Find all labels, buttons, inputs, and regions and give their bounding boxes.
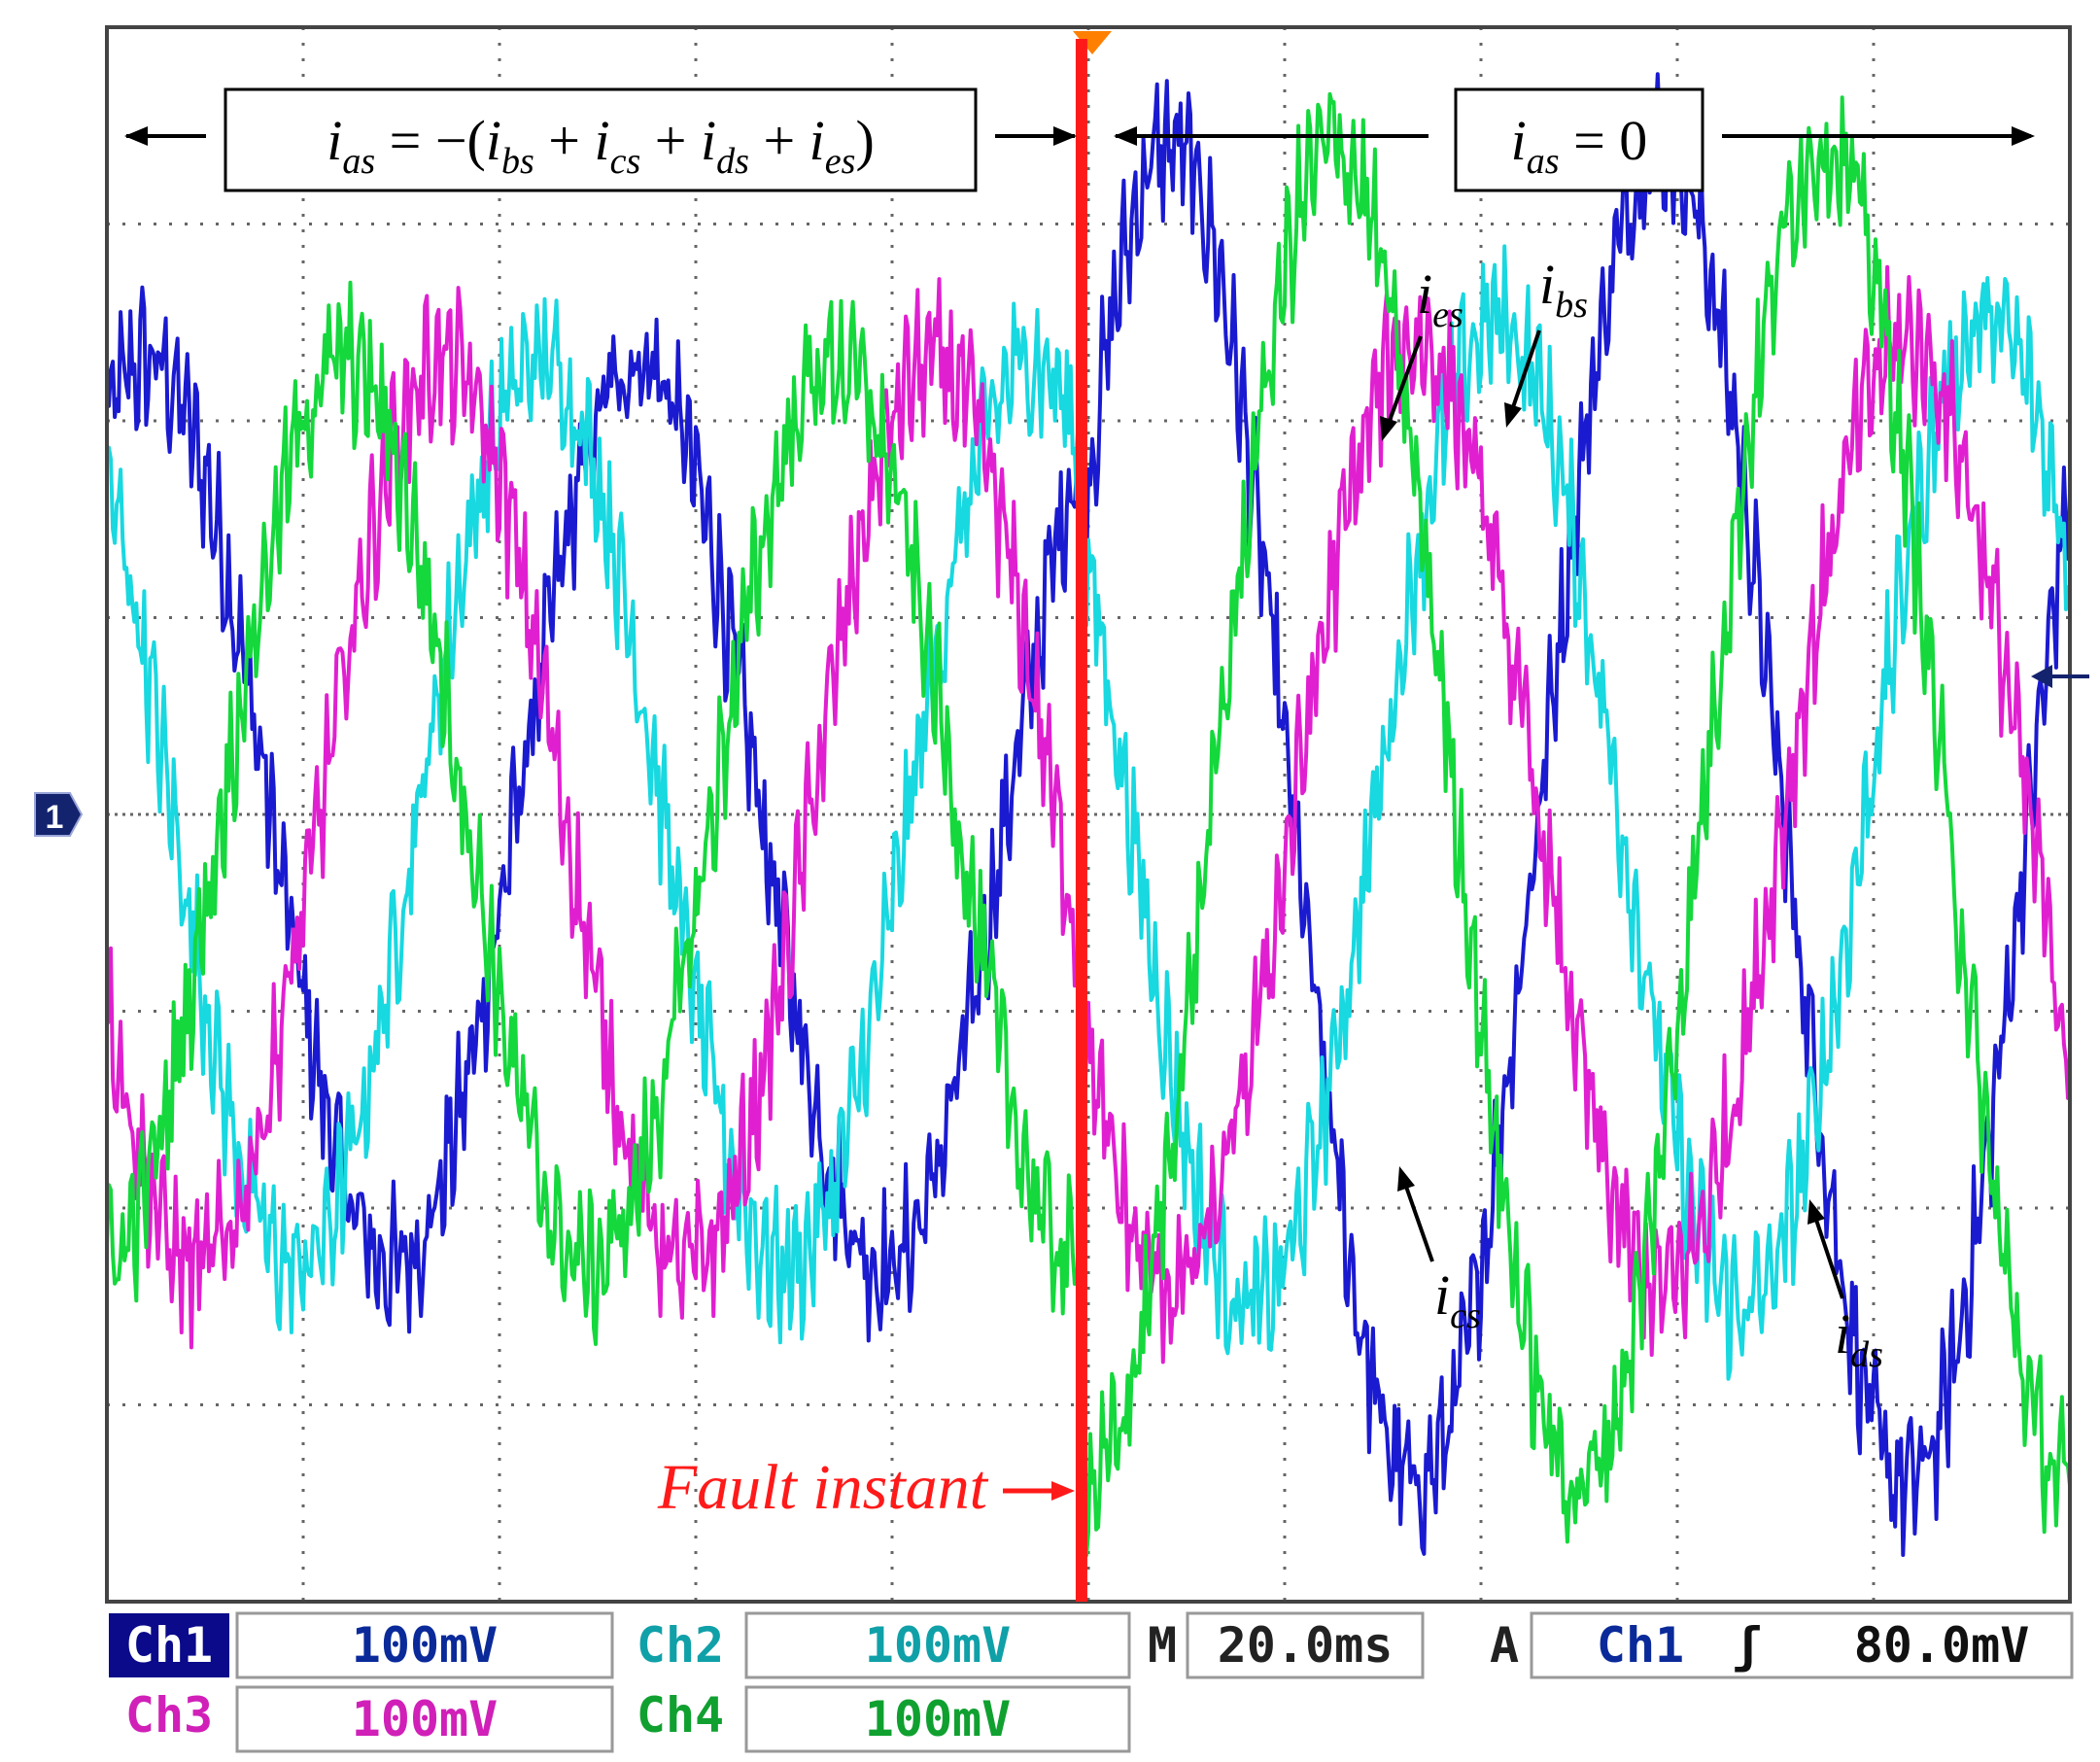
trigger-level-marker [2031,665,2089,688]
a-label: A [1490,1617,1519,1674]
traces [105,72,2072,1558]
post-fault-equation: ias = 0 [1511,109,1648,182]
svg-text:ies: ies [1417,262,1463,335]
trace-i-es [105,91,2072,1558]
svg-text:ids: ids [1835,1302,1883,1375]
ch1-label: Ch1 [125,1617,213,1674]
trace-i-cs [106,244,2072,1381]
pre-fault-annotation: ias = −(ibs + ics + ids + ies) [124,87,1077,192]
trigger-level: 80.0mV [1854,1617,2030,1674]
ch2-scale: 100mV [865,1617,1012,1674]
ch1-scale: 100mV [352,1617,499,1674]
svg-text:ics: ics [1434,1263,1481,1336]
ch4-label: Ch4 [637,1687,724,1744]
svg-text:ibs: ibs [1539,253,1588,326]
trace-i-ds [105,264,2072,1365]
ch3-label: Ch3 [125,1687,213,1744]
timebase: 20.0ms [1218,1617,1394,1674]
trigger-slope-icon: ʃ [1733,1617,1762,1674]
fault-instant-annotation: Fault instant [657,1452,1075,1523]
plot-frame [105,25,2072,1604]
trace-i-bs [106,72,2072,1557]
ch3-scale: 100mV [352,1691,499,1747]
trace-label-i-cs: ics [1397,1166,1481,1336]
trace-label-i-es: ies [1380,262,1463,441]
ch2-label: Ch2 [637,1617,724,1674]
trace-label-i-bs: ibs [1504,253,1588,428]
ground-marker: 1 [34,792,84,837]
trigger-source: Ch1 [1597,1617,1684,1674]
status-bar: Ch1 100mV Ch2 100mV M 20.0ms A Ch1 ʃ 80.… [109,1611,2074,1753]
fault-instant-label: Fault instant [657,1452,989,1523]
trace-label-i-ds: ids [1807,1199,1883,1375]
ch4-scale: 100mV [865,1691,1012,1747]
ground-marker-label: 1 [46,799,64,836]
m-label: M [1148,1617,1177,1674]
post-fault-annotation: ias = 0 [1114,87,2035,192]
trigger-position-marker [1073,31,1112,54]
pre-fault-equation: ias = −(ibs + ics + ids + ies) [327,109,875,182]
